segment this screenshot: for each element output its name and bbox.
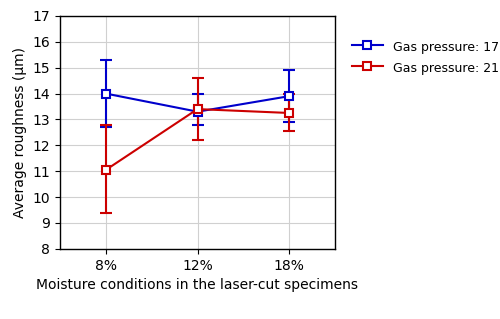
X-axis label: Moisture conditions in the laser-cut specimens: Moisture conditions in the laser-cut spe… [36,278,358,292]
Y-axis label: Average roughness (μm): Average roughness (μm) [13,47,27,218]
Legend: Gas pressure: 17 (bar), Gas pressure: 21 (bar): Gas pressure: 17 (bar), Gas pressure: 21… [347,34,500,81]
